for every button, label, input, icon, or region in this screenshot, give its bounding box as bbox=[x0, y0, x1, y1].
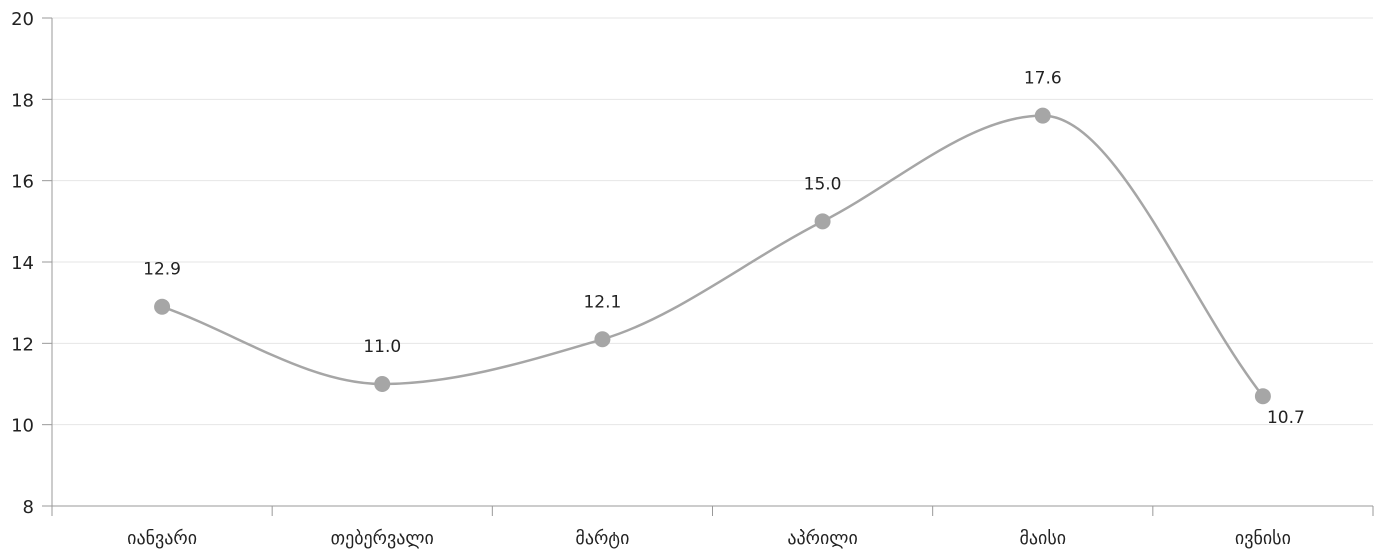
x-tick-label-2: მარტი bbox=[575, 528, 629, 549]
data-point-3[interactable] bbox=[814, 213, 831, 230]
data-point-2[interactable] bbox=[594, 331, 611, 348]
x-axis-ticks: იანვარი თებერვალი მარტი აპრილი მაისი ივნისი bbox=[51, 506, 1374, 549]
y-tick-label-0: 8 bbox=[23, 497, 34, 518]
x-tick-label-0: იანვარი bbox=[127, 528, 197, 549]
gridlines bbox=[52, 17, 1373, 426]
data-label-0: 12.9 bbox=[143, 260, 181, 280]
x-tick-label-3: აპრილი bbox=[787, 528, 857, 549]
data-point-4[interactable] bbox=[1034, 107, 1051, 124]
data-point-1[interactable] bbox=[374, 376, 391, 392]
y-tick-label-6: 20 bbox=[11, 9, 34, 30]
y-tick-label-1: 10 bbox=[11, 416, 34, 437]
y-axis-ticks: 8 10 12 14 16 18 20 bbox=[11, 9, 52, 518]
y-tick-label-4: 16 bbox=[11, 172, 34, 193]
y-tick-label-3: 14 bbox=[11, 253, 34, 274]
x-tick-label-5: ივნისი bbox=[1235, 528, 1291, 549]
y-tick-label-2: 12 bbox=[11, 334, 34, 355]
x-tick-label-1: თებერვალი bbox=[331, 528, 434, 549]
data-point-5[interactable] bbox=[1254, 388, 1271, 405]
data-labels: 12.9 11.0 12.1 15.0 17.6 10.7 bbox=[143, 69, 1305, 429]
data-label-2: 12.1 bbox=[583, 292, 621, 312]
series-line bbox=[161, 114, 1264, 397]
data-label-5: 10.7 bbox=[1267, 408, 1305, 428]
data-label-3: 15.0 bbox=[804, 174, 842, 194]
x-tick-label-4: მაისი bbox=[1019, 528, 1066, 549]
data-label-1: 11.0 bbox=[363, 337, 401, 357]
data-points bbox=[154, 107, 1271, 405]
series-line-group bbox=[161, 114, 1264, 397]
data-label-4: 17.6 bbox=[1024, 69, 1062, 89]
data-point-0[interactable] bbox=[154, 298, 171, 315]
y-tick-label-5: 18 bbox=[11, 90, 34, 111]
